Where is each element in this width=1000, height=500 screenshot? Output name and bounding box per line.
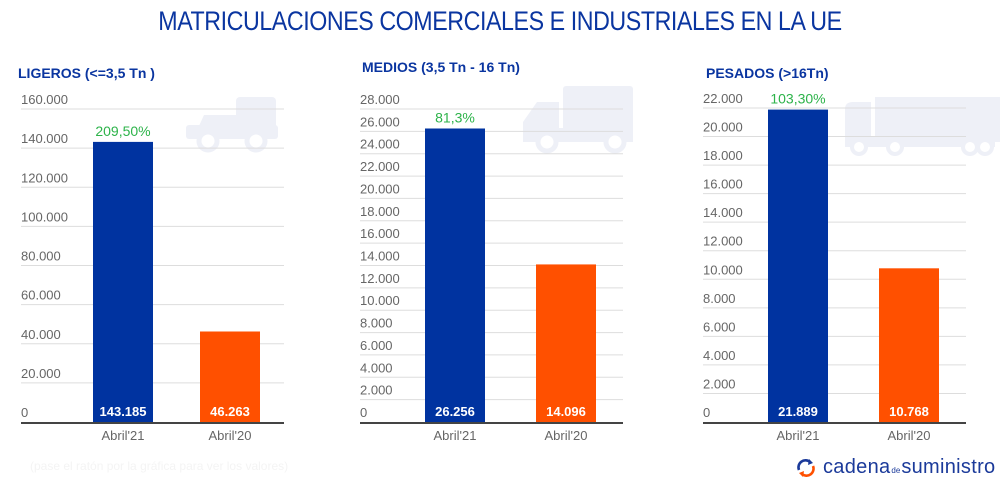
chart-2-ytick-label: 16.000: [703, 177, 743, 192]
chart-2-ytick-label: 0: [703, 405, 710, 420]
chart-2-ytick-label: 10.000: [703, 262, 743, 277]
chart-2-ytick-label: 18.000: [703, 148, 743, 163]
chart-2-ytick-label: 22.000: [703, 91, 743, 106]
chart-1-title: MEDIOS (3,5 Tn - 16 Tn): [362, 59, 520, 75]
semi-truck-icon: [845, 97, 1000, 156]
chart-2-ytick-label: 8.000: [703, 291, 736, 306]
chart-0-ytick-label: 140.000: [21, 131, 68, 146]
chart-2-value-label: 10.768: [889, 404, 929, 419]
chart-0-value-label: 143.185: [100, 404, 147, 419]
chart-1-ytick-label: 14.000: [360, 249, 400, 264]
chart-0-bar-abril20: [200, 331, 260, 422]
chart-0-ytick-label: 60.000: [21, 288, 61, 303]
chart-1-value-label: 14.096: [546, 404, 586, 419]
van-icon: [186, 97, 278, 153]
chart-1-x-label: Abril'21: [434, 428, 477, 443]
chart-1-bar-abril21: [425, 128, 485, 422]
chart-0-ytick-label: 100.000: [21, 209, 68, 224]
chart-1-ytick-label: 12.000: [360, 271, 400, 286]
chart-1-ytick-label: 4.000: [360, 360, 393, 375]
chart-1-ytick-label: 2.000: [360, 383, 393, 398]
chart-1-ytick-label: 24.000: [360, 137, 400, 152]
chart-2-ytick-label: 20.000: [703, 120, 743, 135]
chart-2-ytick-label: 6.000: [703, 319, 736, 334]
chart-1-ytick-label: 8.000: [360, 316, 393, 331]
brand-logo[interactable]: cadena de suministro: [795, 456, 995, 479]
chart-2-bar-abril20: [879, 268, 939, 422]
chart-2-ytick-label: 4.000: [703, 348, 736, 363]
chart-2-ytick-label: 12.000: [703, 234, 743, 249]
chart-0-ytick-label: 80.000: [21, 249, 61, 264]
chart-0-bar-abril21: [93, 141, 153, 422]
chart-0-ytick-label: 0: [21, 405, 28, 420]
page-title: MATRICULACIONES COMERCIALES E INDUSTRIAL…: [158, 6, 842, 36]
chart-1-bar-abril20: [536, 264, 596, 422]
chart-1-value-label: 26.256: [435, 404, 475, 419]
chart-0-value-label: 46.263: [210, 404, 250, 419]
chart-0-x-label: Abril'21: [102, 428, 145, 443]
chart-1-x-label: Abril'20: [545, 428, 588, 443]
chart-0-ytick-label: 120.000: [21, 170, 68, 185]
chart-0-ytick-label: 160.000: [21, 92, 68, 107]
chart-1-ytick-label: 22.000: [360, 159, 400, 174]
truck-icon: [523, 86, 633, 154]
chart-0-growth-label: 209,50%: [95, 123, 150, 139]
chart-1-growth-label: 81,3%: [435, 109, 475, 125]
chart-1-ytick-label: 20.000: [360, 181, 400, 196]
chart-2-value-label: 21.889: [778, 404, 818, 419]
chart-2-x-label: Abril'21: [777, 428, 820, 443]
chart-1-ytick-label: 6.000: [360, 338, 393, 353]
chart-0-ytick-label: 20.000: [21, 366, 61, 381]
chart-1-ytick-label: 0: [360, 405, 367, 420]
chart-1-ytick-label: 10.000: [360, 293, 400, 308]
chart-2-title: PESADOS (>16Tn): [706, 65, 829, 81]
chart-0-x-label: Abril'20: [209, 428, 252, 443]
chart-2-ytick-label: 14.000: [703, 205, 743, 220]
logo-text-suministro: suministro: [901, 456, 996, 478]
sync-arrows-icon: [797, 458, 815, 477]
chart-0-ytick-label: 40.000: [21, 327, 61, 342]
chart-1-ytick-label: 28.000: [360, 92, 400, 107]
logo-text-de: de: [891, 466, 901, 475]
chart-2-x-label: Abril'20: [888, 428, 931, 443]
chart-1-ytick-label: 18.000: [360, 204, 400, 219]
chart-2-bar-abril21: [768, 109, 828, 422]
footer-note: (pase el ratón por la gráfica para ver l…: [30, 459, 289, 473]
chart-2-ytick-label: 2.000: [703, 376, 736, 391]
chart-0-title: LIGEROS (<=3,5 Tn ): [18, 65, 155, 81]
logo-text-cadena: cadena: [823, 456, 891, 478]
chart-1-ytick-label: 26.000: [360, 114, 400, 129]
chart-1-ytick-label: 16.000: [360, 226, 400, 241]
chart-2-growth-label: 103,30%: [770, 91, 825, 107]
